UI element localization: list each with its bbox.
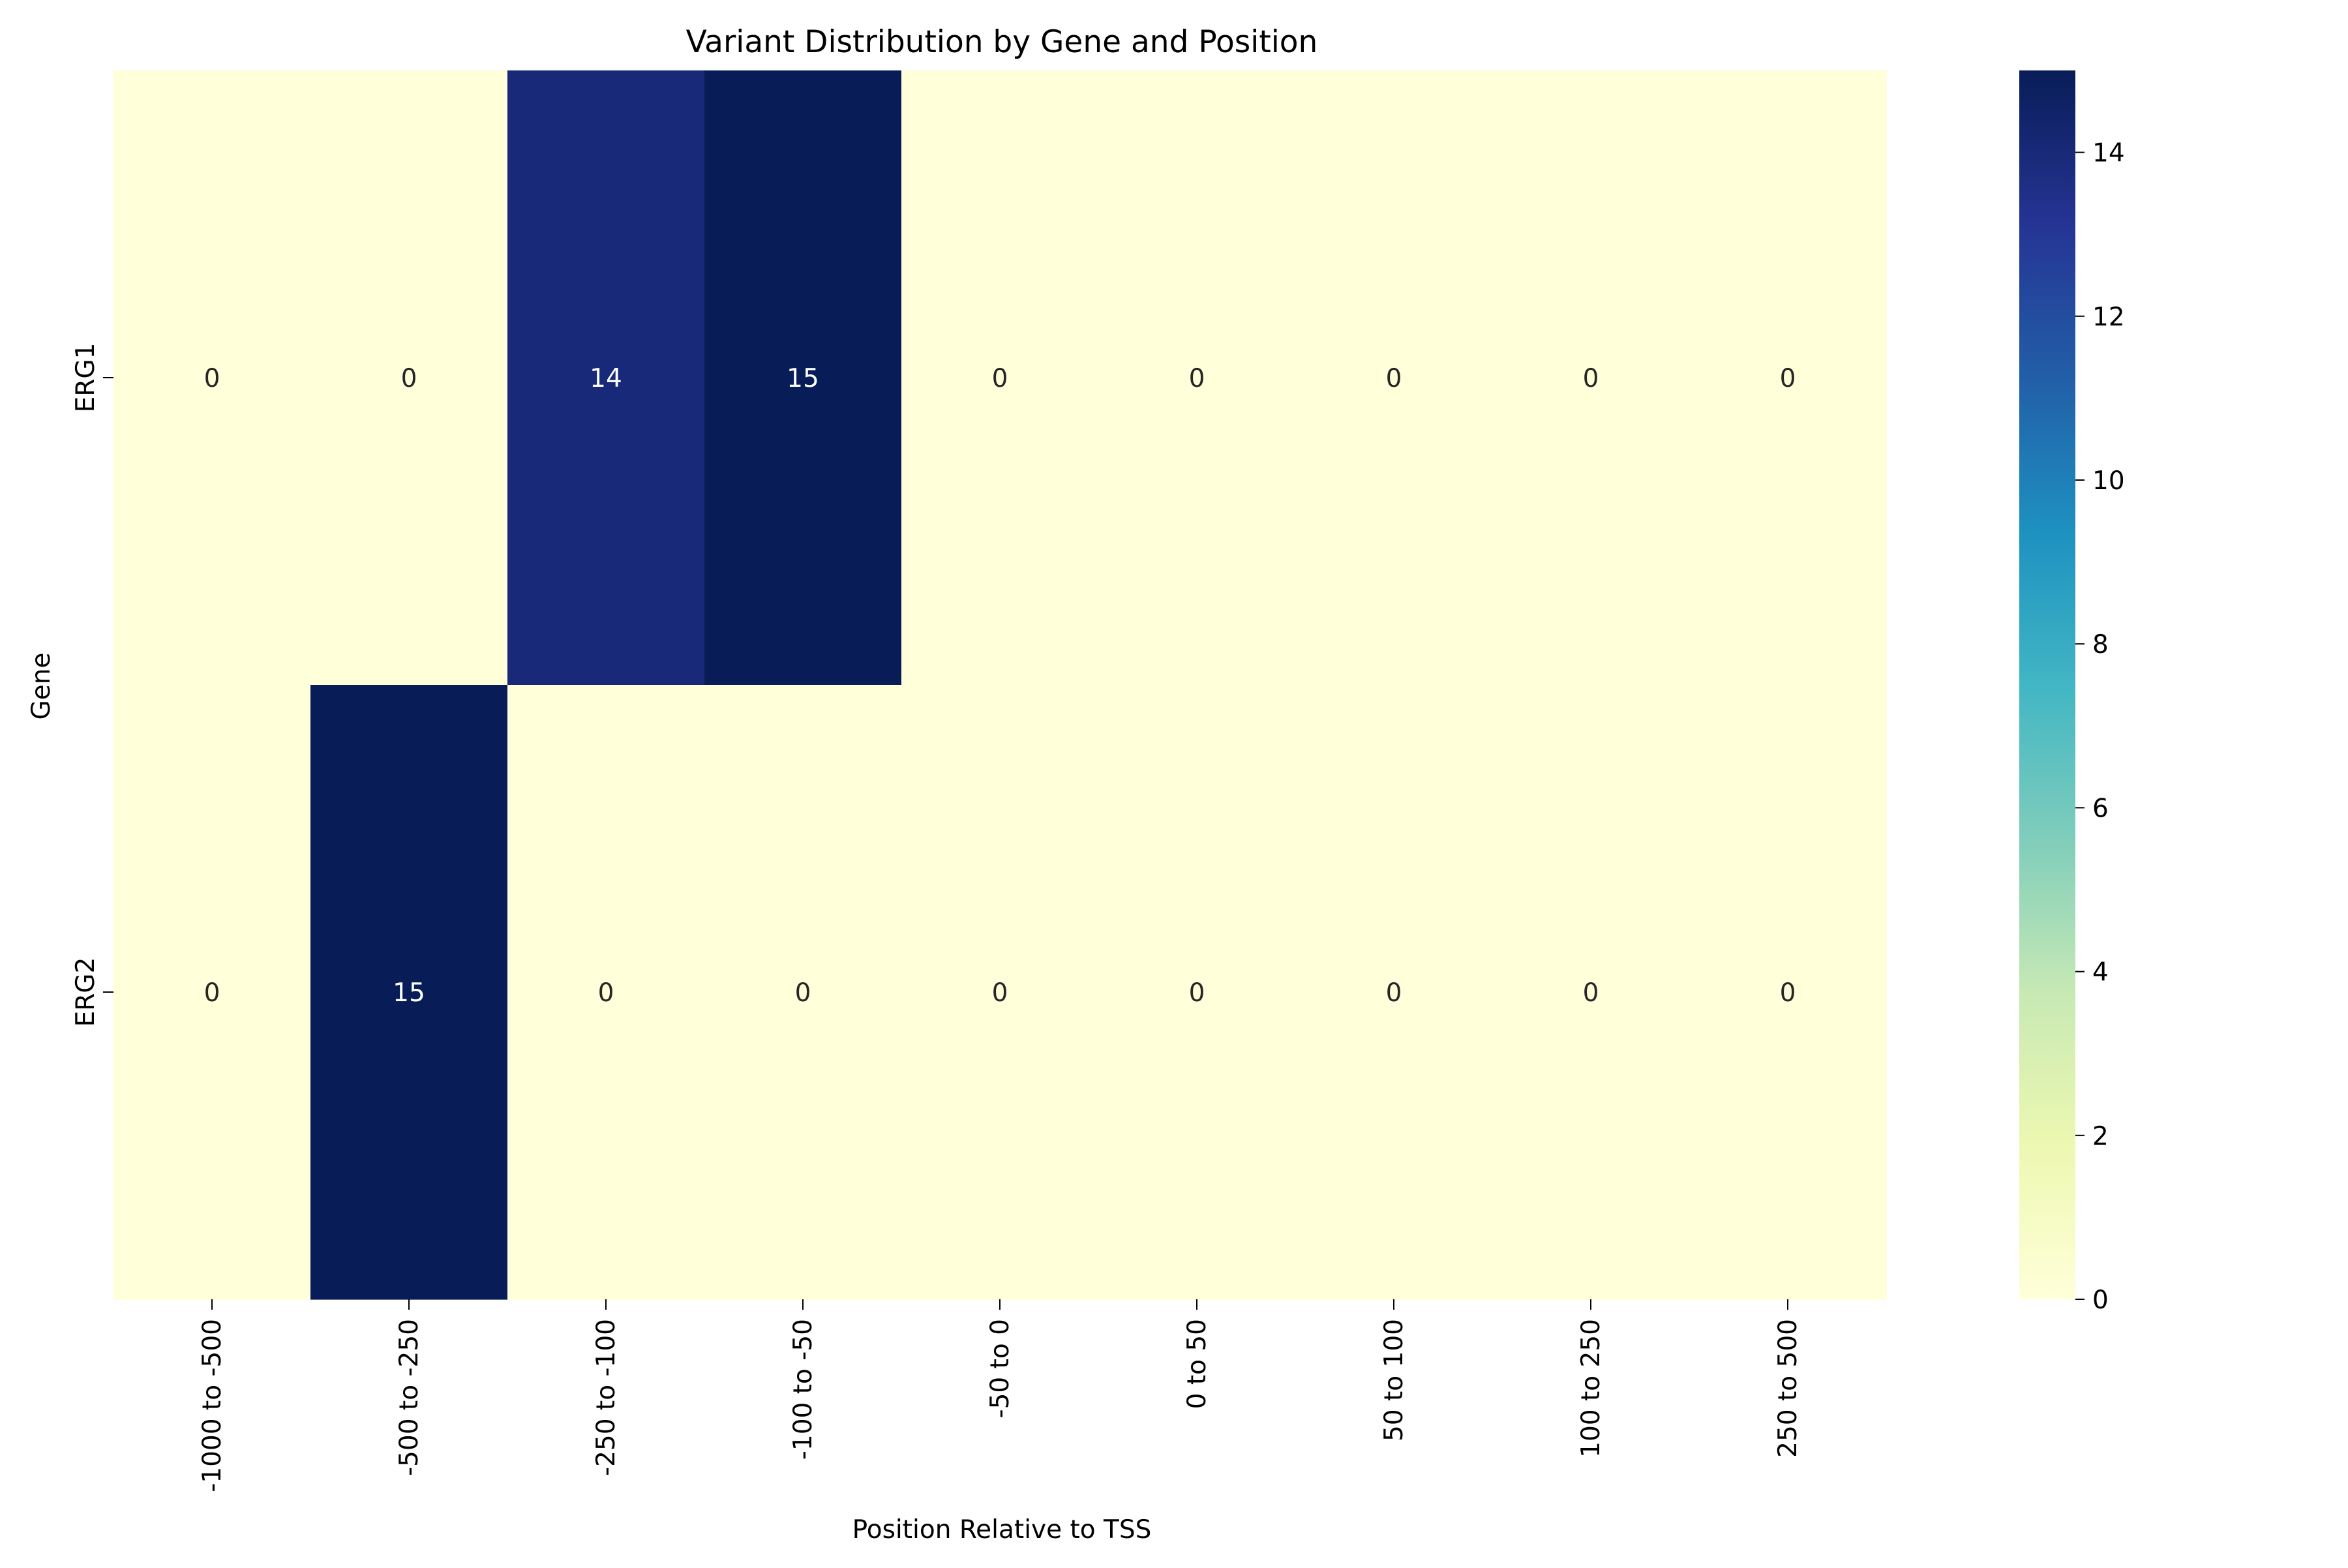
heatmap-cell <box>1689 685 1887 1300</box>
heatmap-cell-label: 0 <box>992 364 1008 393</box>
heatmap-cell-label: 0 <box>1386 364 1402 393</box>
x-tick-label: 100 to 250 <box>1576 1319 1606 1458</box>
heatmap-cell <box>1098 685 1296 1300</box>
heatmap-cell <box>507 685 705 1300</box>
heatmap-cell <box>1295 685 1493 1300</box>
heatmap-cell-label: 15 <box>787 364 819 393</box>
colorbar-tick-label: 4 <box>2092 958 2109 988</box>
x-tick-label: -500 to -250 <box>395 1319 424 1476</box>
x-tick-label: 50 to 100 <box>1379 1319 1409 1441</box>
heatmap-cell <box>901 685 1099 1300</box>
heatmap-cells <box>113 70 1887 1300</box>
x-tick-label: -100 to -50 <box>789 1319 818 1460</box>
heatmap-cell <box>310 70 508 686</box>
colorbar: 0 2 4 6 8 10 12 14 <box>2019 70 2125 1315</box>
heatmap-cell-label: 0 <box>401 364 417 393</box>
x-tick-label: -250 to -100 <box>592 1319 621 1476</box>
heatmap-cell <box>113 70 311 686</box>
heatmap-cell-label: 0 <box>992 978 1008 1008</box>
heatmap-cell <box>1689 70 1887 686</box>
heatmap-cell <box>1098 70 1296 686</box>
x-axis: -1000 to -500 -500 to -250 -250 to -100 -10… <box>198 1299 1803 1492</box>
heatmap-cell-label: 0 <box>1583 364 1599 393</box>
colorbar-tick-label: 0 <box>2092 1286 2109 1315</box>
chart-title: Variant Distribution by Gene and Positio… <box>686 24 1318 60</box>
heatmap-cell <box>704 70 902 686</box>
heatmap-cell <box>1492 70 1690 686</box>
heatmap-cell-label: 0 <box>1189 364 1205 393</box>
heatmap-cell <box>704 685 902 1300</box>
colorbar-ticks: 0 2 4 6 8 10 12 14 <box>2075 139 2125 1315</box>
heatmap-cell-label: 0 <box>795 978 811 1008</box>
y-axis: ERG1 ERG2 <box>71 343 113 1027</box>
heatmap-cell-label: 0 <box>204 364 220 393</box>
heatmap-cell <box>507 70 705 686</box>
heatmap-cell-label: 15 <box>393 978 425 1008</box>
heatmap-cell <box>310 685 508 1300</box>
colorbar-tick-label: 6 <box>2092 794 2109 823</box>
colorbar-tick-label: 2 <box>2092 1122 2109 1151</box>
heatmap-cell-label: 0 <box>598 978 614 1008</box>
heatmap-cell-label: 0 <box>204 978 220 1008</box>
heatmap-cell <box>113 685 311 1300</box>
heatmap-cell <box>901 70 1099 686</box>
heatmap-cell <box>1295 70 1493 686</box>
heatmap-cell-label: 0 <box>1583 978 1599 1008</box>
heatmap-cell-label: 0 <box>1780 978 1796 1008</box>
x-tick-label: 250 to 500 <box>1773 1319 1803 1458</box>
x-axis-label: Position Relative to TSS <box>852 1515 1152 1545</box>
x-tick-label: 0 to 50 <box>1182 1319 1212 1409</box>
heatmap-cell-label: 0 <box>1780 364 1796 393</box>
y-tick-label: ERG1 <box>71 343 100 413</box>
colorbar-tick-label: 8 <box>2092 630 2109 659</box>
heatmap-cell-label: 0 <box>1189 978 1205 1008</box>
heatmap-cell-label: 0 <box>1386 978 1402 1008</box>
x-tick-label: -1000 to -500 <box>198 1319 227 1492</box>
heatmap-cell <box>1492 685 1690 1300</box>
y-axis-label: Gene <box>27 653 56 720</box>
colorbar-tick-label: 14 <box>2092 139 2125 168</box>
heatmap-cell-labels: 0 0 14 15 0 0 0 0 0 0 15 0 0 0 0 0 0 0 <box>204 364 1796 1008</box>
x-tick-label: -50 to 0 <box>986 1319 1015 1418</box>
colorbar-gradient <box>2019 70 2075 1299</box>
y-tick-label: ERG2 <box>71 957 100 1027</box>
colorbar-tick-label: 12 <box>2092 303 2125 332</box>
heatmap-cell-label: 14 <box>590 364 622 393</box>
colorbar-tick-label: 10 <box>2092 466 2125 496</box>
